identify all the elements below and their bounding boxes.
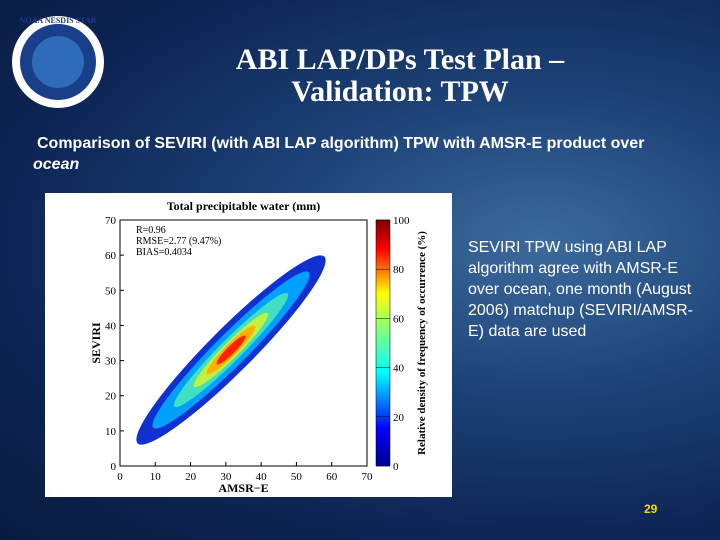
page-number: 29: [644, 502, 658, 516]
colorbar-label: Relative density of frequency of occurre…: [416, 231, 428, 455]
title-line: ABI LAP/DPs Test Plan –: [235, 43, 565, 76]
title-line: Validation: TPW: [291, 75, 509, 108]
chart: 0 10 20 30 40 50 60 70 0 10 20 30 40 50 60 70 Total prec…: [45, 193, 452, 497]
x-tick-label: 20: [185, 471, 197, 483]
colorbar-tick-label: 60: [393, 313, 405, 325]
y-tick-label: 0: [111, 461, 117, 473]
x-axis-label: AMSR−E: [218, 481, 268, 495]
subtitle: Comparison of SEVIRI (with ABI LAP algor…: [33, 133, 693, 175]
y-tick-label: 60: [105, 250, 117, 262]
x-tick-label: 0: [117, 471, 123, 483]
subtitle-emphasis: ocean: [33, 156, 80, 173]
colorbar-tick-label: 20: [393, 412, 405, 424]
colorbar-tick-label: 100: [393, 215, 410, 227]
x-tick-label: 10: [150, 471, 162, 483]
colorbar-tick-label: 0: [393, 461, 399, 473]
subtitle-text: Comparison of SEVIRI (with ABI LAP algor…: [37, 135, 645, 152]
stat-annotation: BIAS=0.4034: [136, 247, 192, 258]
y-tick-label: 10: [105, 426, 117, 438]
y-axis-label: SEVIRI: [89, 322, 103, 364]
colorbar-tick-label: 40: [393, 363, 405, 375]
x-tick-label: 30: [220, 471, 232, 483]
y-tick-label: 40: [105, 320, 117, 332]
y-tick-label: 50: [105, 285, 117, 297]
plot-frame: [119, 219, 368, 467]
x-tick-label: 50: [291, 471, 303, 483]
stat-annotation: RMSE=2.77 (9.47%): [136, 236, 221, 247]
logo: NOAA NESDIS STAR: [12, 16, 104, 108]
y-tick-label: 70: [105, 215, 117, 227]
chart-title: Total precipitable water (mm): [167, 199, 320, 213]
density-cloud: [136, 255, 326, 445]
x-tick-label: 70: [362, 471, 374, 483]
x-tick-label: 60: [326, 471, 338, 483]
logo-text: NOAA NESDIS STAR: [20, 16, 97, 25]
colorbar: [375, 219, 391, 467]
x-tick-label: 40: [256, 471, 268, 483]
colorbar-tick-label: 80: [393, 264, 405, 276]
title: ABI LAP/DPs Test Plan – Validation: TPW: [200, 44, 600, 108]
y-tick-label: 30: [105, 356, 117, 368]
body-text: SEVIRI TPW using ABI LAP algorithm agree…: [468, 239, 693, 340]
stat-annotation: R=0.96: [136, 225, 166, 236]
y-tick-label: 20: [105, 391, 117, 403]
